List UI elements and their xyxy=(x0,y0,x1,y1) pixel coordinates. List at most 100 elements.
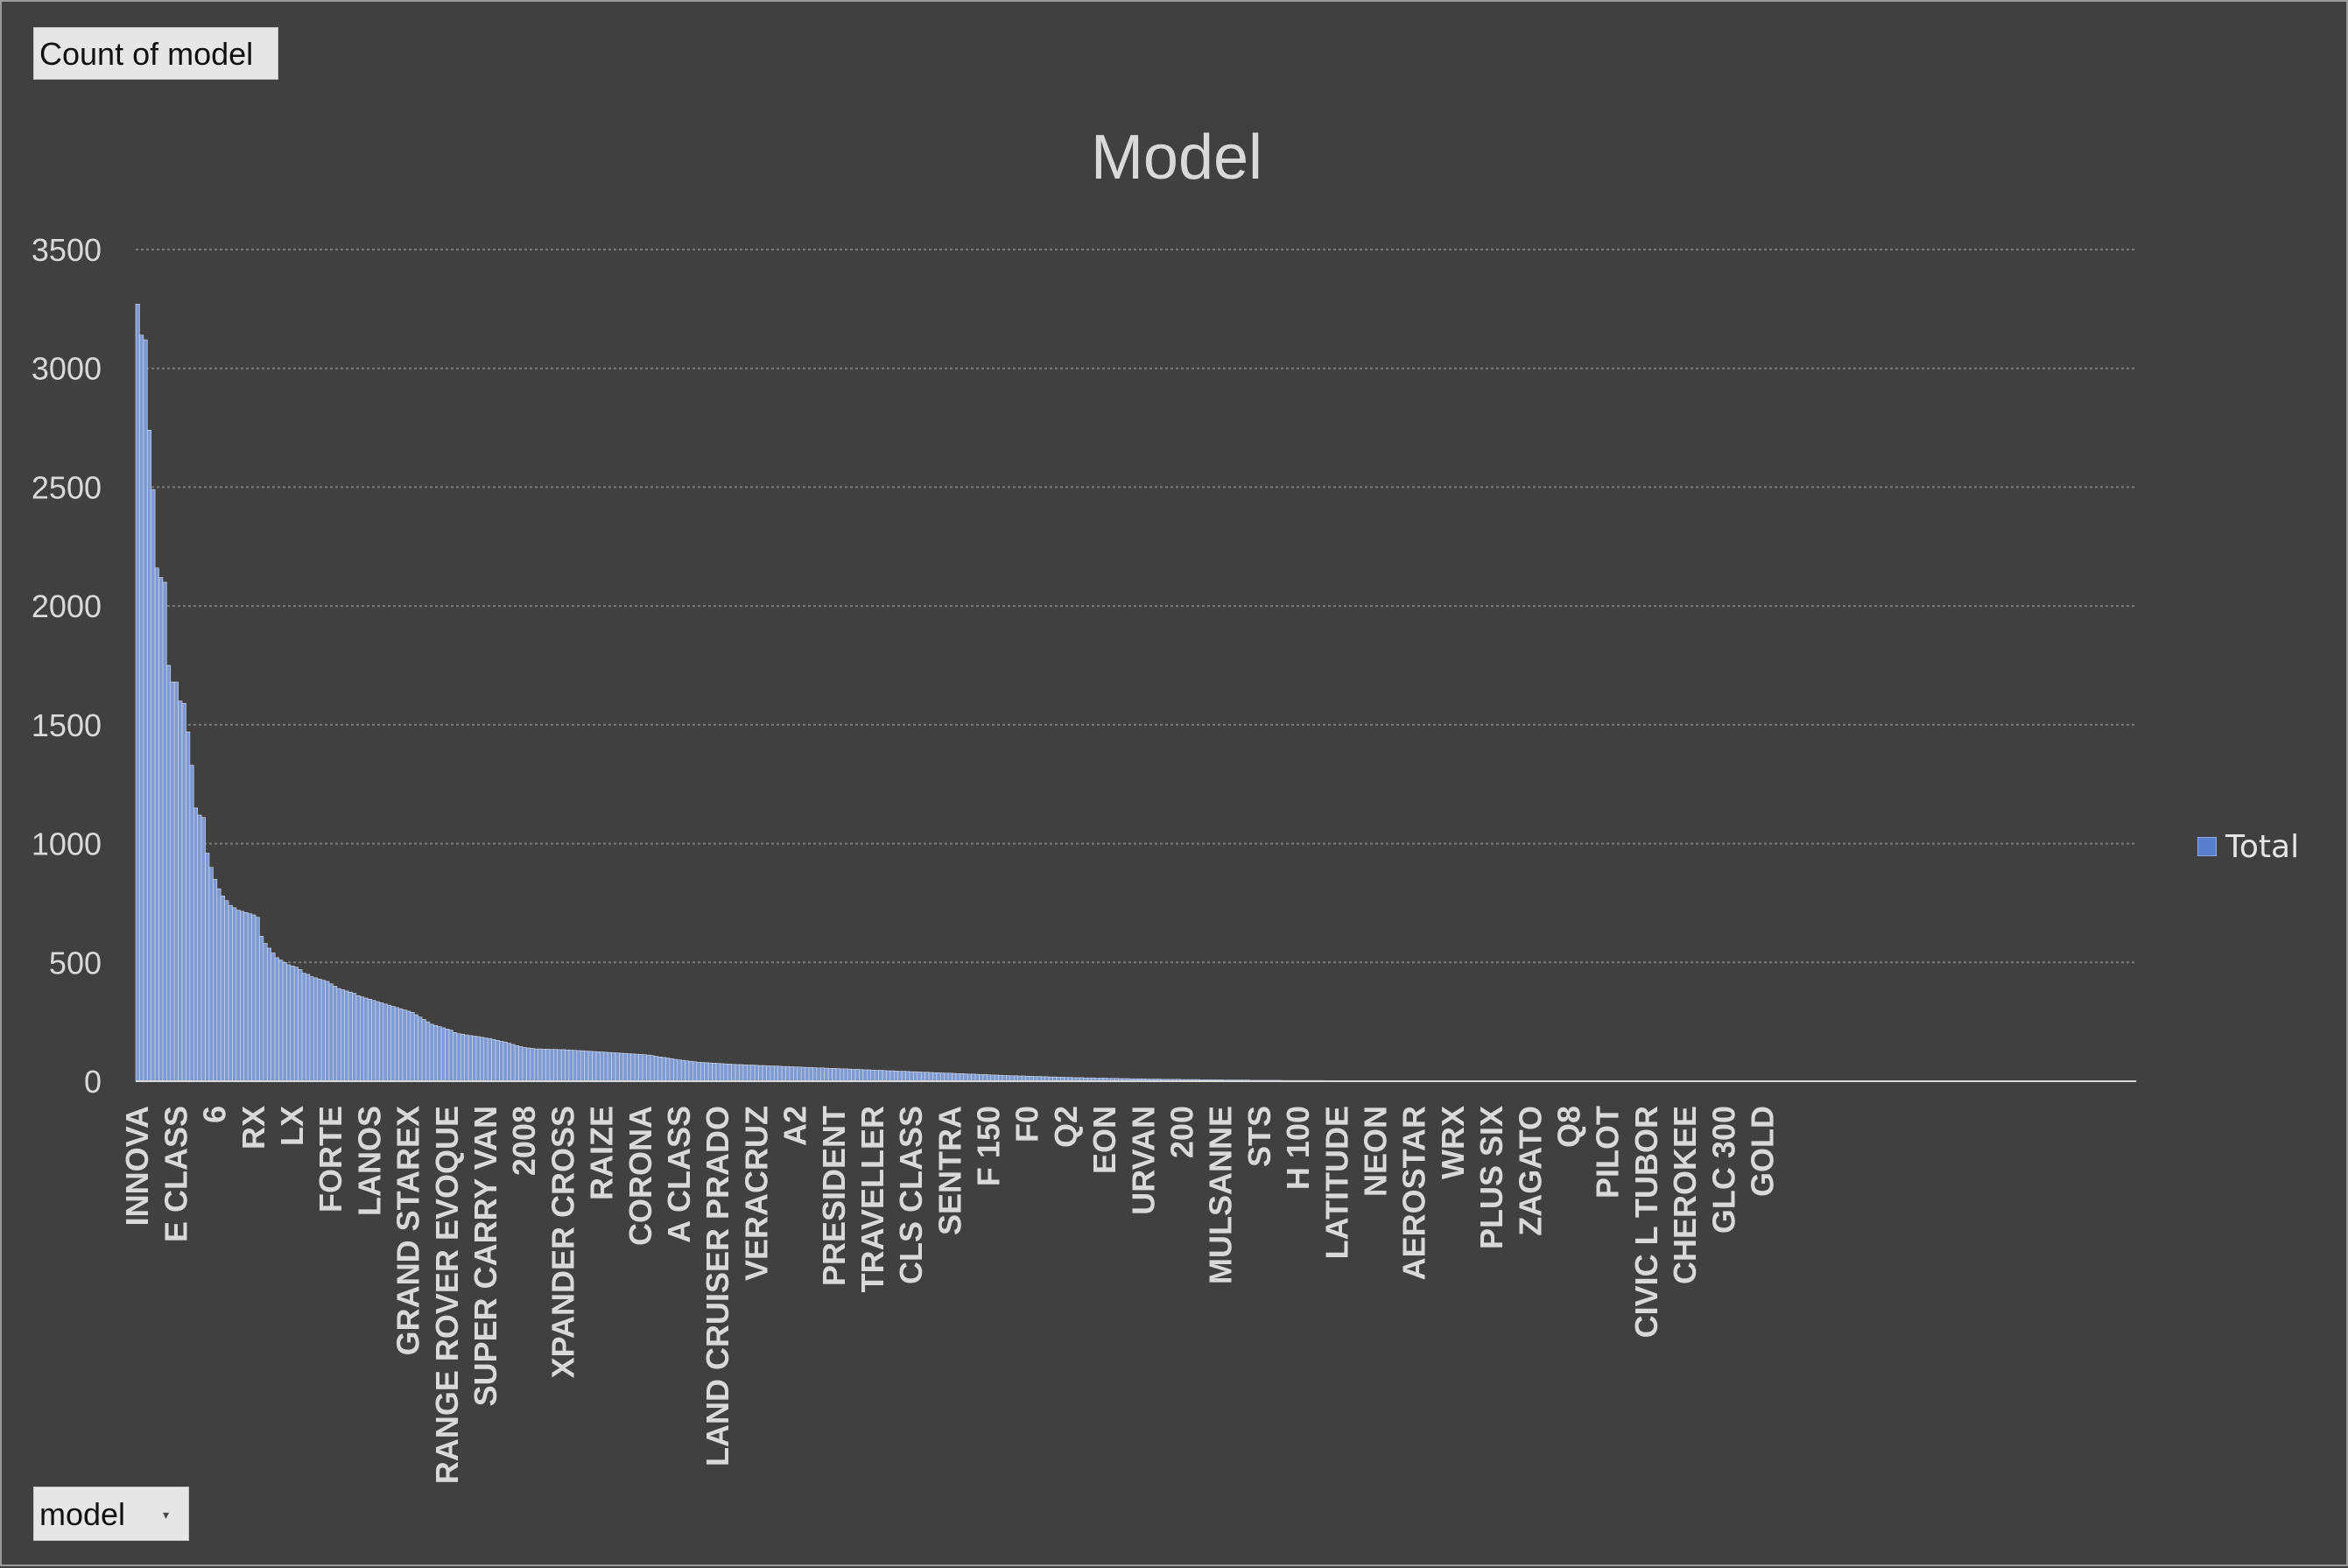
bar xyxy=(464,1034,469,1082)
bar xyxy=(333,986,338,1082)
bar xyxy=(742,1064,748,1082)
x-tick-label: E CLASS xyxy=(158,1106,193,1242)
bar xyxy=(390,1006,396,1082)
bar xyxy=(905,1071,910,1082)
pivot-axis-field-dropdown[interactable]: model ▾ xyxy=(33,1487,189,1541)
bar xyxy=(394,1007,399,1082)
bar xyxy=(282,961,287,1082)
bar xyxy=(832,1068,837,1082)
bar xyxy=(483,1037,489,1082)
bar xyxy=(627,1053,632,1082)
x-tick-label: 2008 xyxy=(506,1106,542,1176)
x-tick-label: AEROSTAR xyxy=(1396,1106,1432,1280)
bar xyxy=(178,700,183,1082)
pivot-value-field-button[interactable]: Count of model xyxy=(33,27,278,80)
y-tick-label: 1500 xyxy=(32,707,102,743)
x-tick-label: A CLASS xyxy=(661,1106,697,1243)
bar xyxy=(274,957,279,1082)
bar xyxy=(819,1067,826,1082)
bar xyxy=(402,1009,407,1082)
bar xyxy=(971,1073,976,1082)
legend-swatch-total xyxy=(2197,837,2217,856)
bar xyxy=(990,1074,995,1082)
bar xyxy=(987,1074,992,1082)
bar xyxy=(677,1059,682,1082)
chevron-down-icon[interactable]: ▾ xyxy=(162,1508,169,1522)
x-tick-label: LAND CRUISER PRADO xyxy=(699,1106,735,1466)
bar xyxy=(897,1071,903,1082)
bar xyxy=(467,1035,473,1082)
bar xyxy=(325,981,330,1082)
bar xyxy=(240,911,245,1082)
x-tick-label: ZAGATO xyxy=(1512,1106,1548,1236)
x-tick-label: CHEROKEE xyxy=(1667,1106,1703,1284)
bar xyxy=(472,1036,477,1082)
bar xyxy=(947,1072,953,1082)
bar xyxy=(854,1069,860,1082)
bar xyxy=(200,817,206,1082)
bar xyxy=(960,1073,965,1082)
bar xyxy=(893,1071,898,1082)
bar xyxy=(762,1065,767,1082)
bar xyxy=(186,731,191,1082)
bar xyxy=(456,1033,461,1082)
y-tick-label: 500 xyxy=(49,945,102,981)
bar xyxy=(143,339,148,1082)
bar xyxy=(731,1064,736,1082)
bar xyxy=(375,1001,380,1082)
bar xyxy=(859,1069,864,1082)
bar xyxy=(290,966,295,1082)
x-tick-label: F 150 xyxy=(971,1106,1007,1186)
pivot-axis-field-label: model xyxy=(39,1496,126,1532)
bar xyxy=(549,1049,554,1082)
legend: Total xyxy=(2197,825,2299,868)
y-axis-tick-labels: 0 500 1000 1500 2000 2500 3000 3500 xyxy=(32,232,102,1100)
bar xyxy=(715,1063,721,1082)
bar xyxy=(952,1072,957,1082)
bar xyxy=(557,1049,562,1082)
bar xyxy=(560,1049,566,1082)
bar xyxy=(587,1051,593,1082)
bar xyxy=(603,1051,608,1082)
x-tick-label: CIVIC L TUBOR xyxy=(1628,1106,1664,1338)
bar xyxy=(870,1069,875,1082)
bar xyxy=(425,1021,431,1082)
bar xyxy=(514,1044,519,1082)
x-tick-label: A2 xyxy=(777,1106,813,1146)
bar xyxy=(293,967,299,1082)
bar xyxy=(553,1049,559,1082)
x-tick-label: LANOS xyxy=(351,1106,387,1216)
bar xyxy=(901,1071,906,1082)
bar xyxy=(592,1051,597,1082)
bar xyxy=(306,974,311,1082)
bar xyxy=(437,1026,442,1082)
bar xyxy=(352,993,357,1082)
x-tick-label: RANGE ROVER EVOQUE xyxy=(429,1106,465,1484)
bar xyxy=(979,1074,984,1082)
bar xyxy=(475,1036,481,1082)
bar xyxy=(298,969,303,1082)
bar xyxy=(576,1050,581,1082)
bar xyxy=(619,1052,624,1082)
bar xyxy=(189,764,194,1082)
bar xyxy=(739,1064,744,1082)
bar xyxy=(874,1070,879,1082)
x-tick-label: GOLD xyxy=(1744,1106,1780,1197)
bar xyxy=(440,1027,446,1082)
y-tick-label: 3500 xyxy=(32,232,102,268)
bar xyxy=(685,1060,690,1082)
bar-series-total xyxy=(135,304,2137,1082)
bar xyxy=(541,1049,546,1082)
bar xyxy=(646,1054,651,1082)
bar xyxy=(650,1055,655,1082)
bar xyxy=(220,895,225,1082)
bar xyxy=(154,567,159,1082)
bar xyxy=(998,1074,1003,1082)
bar xyxy=(533,1048,538,1082)
x-tick-label: STS xyxy=(1241,1106,1277,1167)
bar xyxy=(487,1037,492,1082)
bar xyxy=(867,1069,872,1082)
bar xyxy=(367,999,372,1082)
bar xyxy=(851,1069,856,1082)
